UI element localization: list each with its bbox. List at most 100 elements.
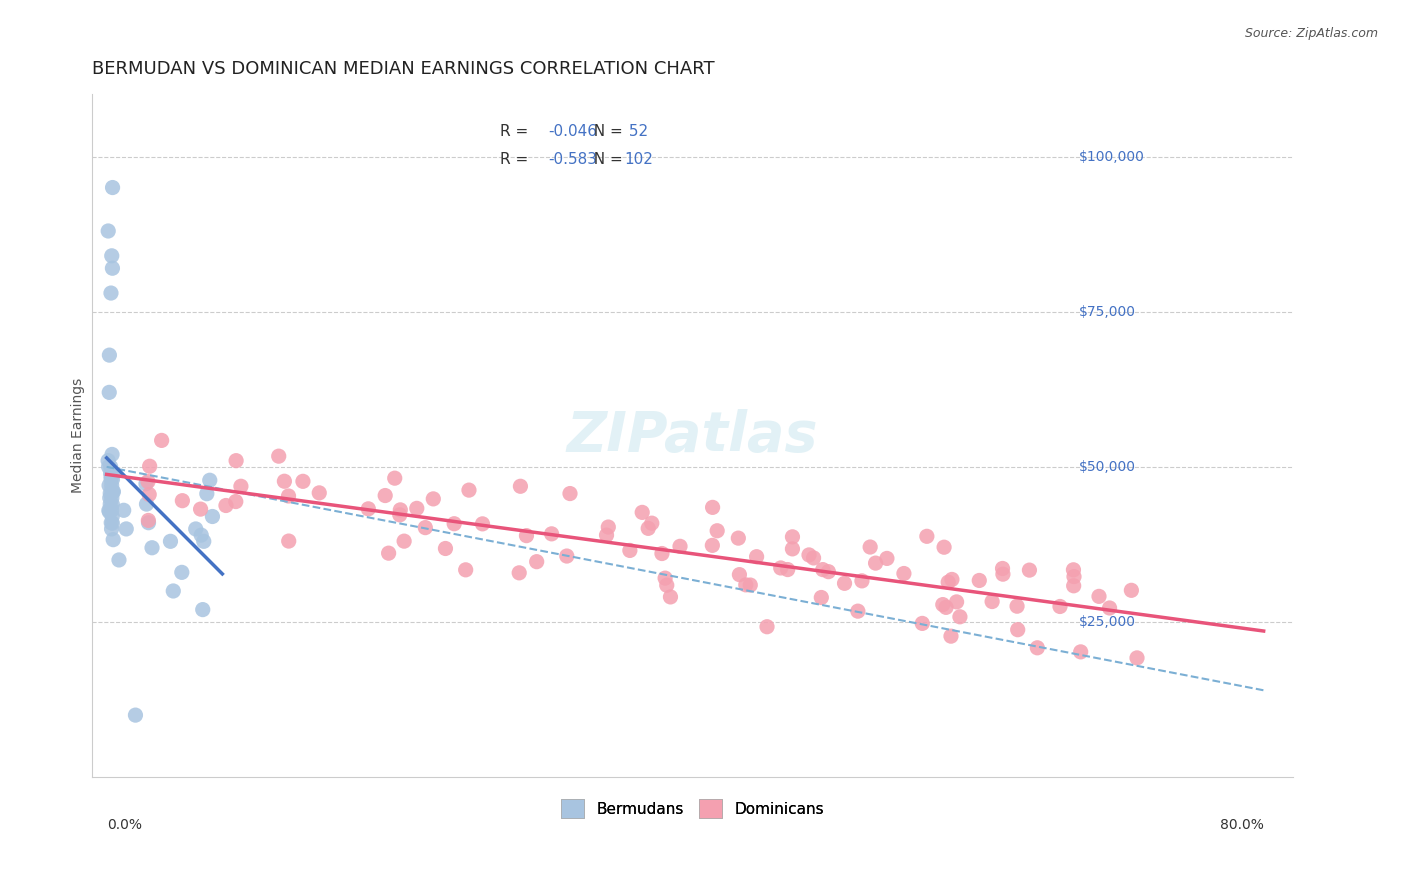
Point — [526, 555, 548, 569]
Point — [98, 478, 121, 492]
Point — [103, 484, 125, 499]
Point — [291, 475, 314, 489]
Point — [98, 497, 121, 511]
Point — [98, 505, 121, 519]
Text: R =: R = — [501, 125, 533, 139]
Point — [515, 528, 537, 542]
Point — [776, 563, 799, 577]
Point — [454, 563, 477, 577]
Point — [540, 526, 562, 541]
Point — [1062, 563, 1084, 577]
Point — [184, 522, 207, 536]
Point — [745, 549, 768, 564]
Point — [225, 453, 247, 467]
Point — [782, 541, 804, 556]
Point — [201, 509, 224, 524]
Point — [103, 466, 125, 480]
Point — [637, 521, 659, 535]
Point — [190, 528, 212, 542]
Point — [100, 466, 122, 480]
Point — [97, 453, 120, 467]
Point — [803, 550, 825, 565]
Text: 52: 52 — [624, 125, 648, 139]
Point — [413, 520, 436, 534]
Point — [377, 546, 399, 560]
Point — [981, 594, 1004, 608]
Point — [595, 528, 617, 542]
Point — [810, 591, 832, 605]
Point — [138, 516, 160, 530]
Point — [728, 567, 751, 582]
Point — [1063, 569, 1085, 583]
Point — [101, 516, 124, 530]
Point — [101, 261, 124, 276]
Point — [876, 551, 898, 566]
Point — [598, 520, 620, 534]
Point — [1007, 623, 1029, 637]
Point — [941, 573, 963, 587]
Point — [100, 286, 122, 301]
Point — [1070, 645, 1092, 659]
Point — [509, 479, 531, 493]
Point — [865, 556, 887, 570]
Point — [471, 516, 494, 531]
Point — [434, 541, 457, 556]
Point — [508, 566, 530, 580]
Point — [225, 494, 247, 508]
Point — [277, 489, 299, 503]
Point — [100, 503, 122, 517]
Point — [138, 459, 160, 474]
Point — [936, 575, 959, 590]
Point — [834, 576, 856, 591]
Point — [97, 503, 120, 517]
Point — [756, 620, 779, 634]
Point — [159, 534, 181, 549]
Point — [172, 493, 194, 508]
Point — [374, 489, 396, 503]
Point — [100, 516, 122, 530]
Point — [669, 539, 692, 553]
Point — [135, 497, 157, 511]
Point — [1088, 590, 1111, 604]
Point — [851, 574, 873, 588]
Point — [162, 584, 184, 599]
Point — [641, 516, 664, 531]
Text: -0.046: -0.046 — [548, 125, 598, 139]
Point — [392, 534, 415, 549]
Point — [98, 348, 121, 362]
Point — [97, 224, 120, 238]
Point — [1126, 651, 1149, 665]
Point — [98, 486, 121, 500]
Point — [405, 501, 427, 516]
Point — [150, 434, 173, 448]
Point — [115, 522, 138, 536]
Point — [740, 578, 762, 592]
Point — [103, 533, 125, 547]
Point — [915, 529, 938, 543]
Point — [1098, 601, 1121, 615]
Point — [135, 476, 157, 491]
Point — [101, 497, 124, 511]
Point — [170, 566, 193, 580]
Point — [782, 530, 804, 544]
Point — [100, 472, 122, 486]
Point — [101, 180, 124, 194]
Point — [654, 571, 676, 585]
Point — [198, 473, 221, 487]
Y-axis label: Median Earnings: Median Earnings — [72, 378, 86, 493]
Point — [138, 487, 160, 501]
Point — [101, 484, 124, 499]
Point — [619, 543, 641, 558]
Point — [101, 484, 124, 499]
Point — [859, 540, 882, 554]
Point — [949, 609, 972, 624]
Point — [1121, 583, 1143, 598]
Point — [1005, 599, 1028, 614]
Point — [98, 491, 121, 505]
Text: 80.0%: 80.0% — [1220, 818, 1264, 832]
Point — [141, 541, 163, 555]
Point — [215, 499, 238, 513]
Text: $50,000: $50,000 — [1078, 460, 1136, 474]
Point — [101, 509, 124, 524]
Legend: Bermudans, Dominicans: Bermudans, Dominicans — [555, 793, 830, 824]
